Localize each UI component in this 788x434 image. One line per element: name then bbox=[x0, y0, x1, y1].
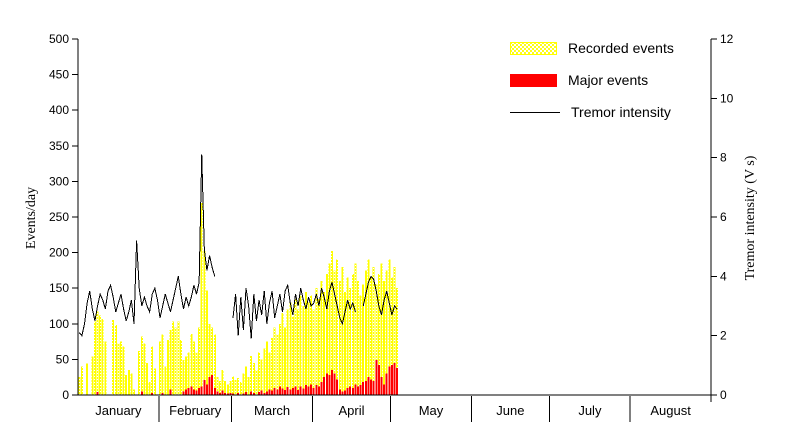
svg-text:July: July bbox=[578, 403, 602, 418]
svg-text:250: 250 bbox=[49, 210, 69, 224]
svg-text:April: April bbox=[338, 403, 364, 418]
svg-text:February: February bbox=[169, 403, 222, 418]
svg-text:8: 8 bbox=[720, 151, 727, 165]
svg-text:400: 400 bbox=[49, 103, 69, 117]
svg-text:June: June bbox=[496, 403, 524, 418]
svg-text:March: March bbox=[254, 403, 290, 418]
legend-item-major-events: Major events bbox=[510, 72, 674, 88]
major-events-swatch-icon bbox=[510, 73, 557, 87]
left-axis-tick-labels: 0 50 100 150 200 250 300 350 400 450 500 bbox=[49, 32, 69, 402]
svg-text:300: 300 bbox=[49, 174, 69, 188]
svg-text:4: 4 bbox=[720, 269, 727, 283]
svg-text:50: 50 bbox=[56, 352, 70, 366]
svg-text:150: 150 bbox=[49, 281, 69, 295]
svg-text:350: 350 bbox=[49, 139, 69, 153]
svg-text:200: 200 bbox=[49, 246, 69, 260]
svg-text:100: 100 bbox=[49, 317, 69, 331]
svg-text:August: August bbox=[650, 403, 691, 418]
svg-text:6: 6 bbox=[720, 210, 727, 224]
axes bbox=[72, 38, 717, 422]
legend-label: Recorded events bbox=[568, 40, 674, 56]
month-labels: January February March April May June July Augu… bbox=[95, 403, 691, 418]
right-axis-tick-labels: 0 2 4 6 8 10 12 bbox=[720, 32, 734, 402]
right-axis-title: Tremor intensity (V s) bbox=[743, 155, 758, 281]
legend-item-recorded-events: Recorded events bbox=[510, 40, 674, 56]
legend-label: Major events bbox=[568, 72, 649, 88]
svg-text:500: 500 bbox=[49, 32, 69, 46]
svg-text:May: May bbox=[419, 403, 444, 418]
major-events-bars bbox=[96, 360, 399, 395]
recorded-events-swatch-icon bbox=[510, 41, 557, 55]
legend-item-tremor-intensity: Tremor intensity bbox=[510, 104, 674, 120]
svg-text:450: 450 bbox=[49, 68, 69, 82]
svg-text:0: 0 bbox=[62, 388, 69, 402]
recorded-events-bars bbox=[78, 202, 399, 395]
tremor-intensity-line bbox=[78, 154, 398, 339]
tremor-line-swatch-icon bbox=[510, 111, 560, 113]
legend: Recorded events Major events Tremor inte… bbox=[510, 40, 674, 137]
svg-text:2: 2 bbox=[720, 329, 727, 343]
svg-text:0: 0 bbox=[720, 388, 727, 402]
left-axis-title: Events/day bbox=[24, 186, 39, 250]
svg-text:10: 10 bbox=[720, 91, 734, 105]
svg-text:January: January bbox=[95, 403, 142, 418]
legend-label: Tremor intensity bbox=[571, 104, 671, 120]
svg-text:12: 12 bbox=[720, 32, 734, 46]
